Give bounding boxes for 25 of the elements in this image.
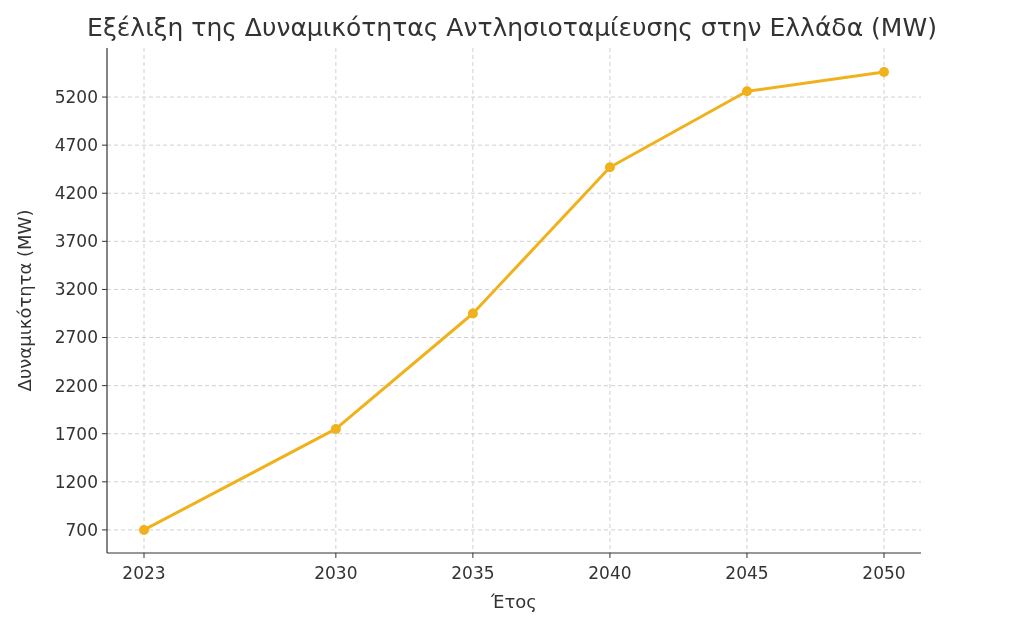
point [467, 308, 478, 319]
point [330, 423, 341, 434]
y-axis-title: Δυναμικότητα (MW) [14, 209, 35, 392]
y-tick-label: 2700 [54, 327, 98, 348]
y-tick-label: 1700 [54, 423, 98, 444]
x-tick-label: 2035 [451, 563, 495, 583]
y-tick-label: 4700 [54, 135, 98, 156]
y-tick-label: 3200 [54, 279, 98, 300]
x-tick-label: 2023 [122, 563, 166, 583]
x-axis-title: Έτος [490, 591, 537, 612]
point [879, 67, 889, 78]
x-tick-label: 2040 [588, 563, 632, 583]
x-tick-label: 2045 [725, 563, 769, 583]
x-tick-label: 2050 [862, 563, 906, 583]
point [139, 524, 149, 535]
y-tick-label: 3700 [54, 231, 98, 252]
y-tick-label: 5200 [54, 87, 98, 108]
y-tick-label: 2200 [54, 375, 98, 396]
point [604, 162, 615, 173]
y-tick-label: 4200 [54, 183, 98, 204]
point [741, 86, 752, 97]
chart-title: Εξέλιξη της Δυναμικότητας Αντλησιοταμίευσης στην Ελλάδα (MW) [87, 13, 937, 42]
y-tick-label: 1200 [54, 471, 98, 492]
y-tick-label: 700 [65, 519, 98, 540]
x-tick-label: 2030 [314, 563, 358, 583]
